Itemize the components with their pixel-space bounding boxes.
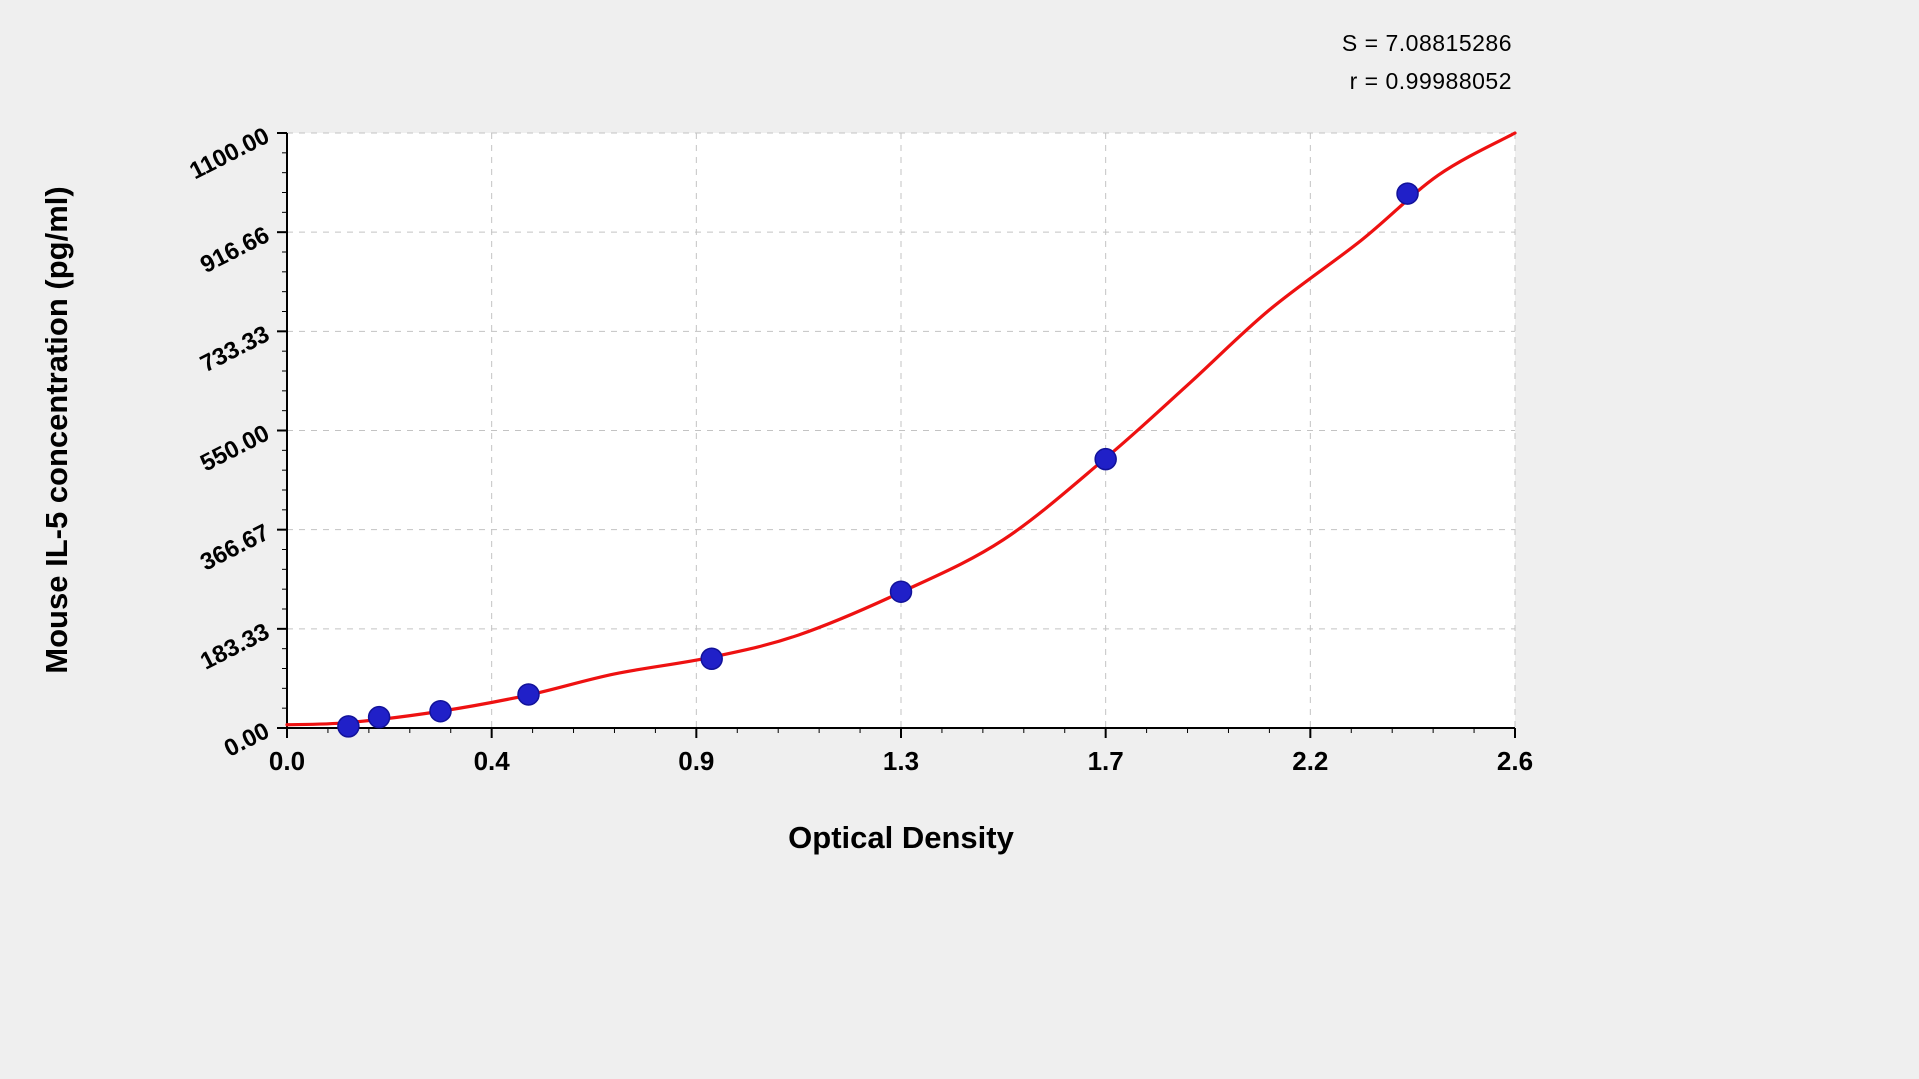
x-axis-label: Optical Density xyxy=(788,820,1014,855)
fit-s-value: S = 7.08815286 xyxy=(1341,30,1512,56)
data-point xyxy=(337,715,360,738)
data-point xyxy=(1094,447,1117,471)
x-tick-label: 1.3 xyxy=(883,746,919,776)
y-tick-label: 1100.00 xyxy=(185,122,273,185)
y-axis-label: Mouse IL-5 concentration (pg/ml) xyxy=(39,186,74,674)
x-tick-label: 2.2 xyxy=(1292,746,1328,776)
y-tick-label: 366.67 xyxy=(196,519,274,576)
data-point xyxy=(1396,182,1419,205)
x-tick-label: 0.9 xyxy=(678,746,714,776)
data-point xyxy=(517,683,540,706)
y-tick-label: 733.33 xyxy=(196,321,274,378)
data-point xyxy=(367,705,391,729)
fit-curve xyxy=(285,131,1517,727)
y-tick-label: 550.00 xyxy=(196,420,274,477)
y-tick-label: 916.66 xyxy=(196,221,274,278)
x-tick-label: 1.7 xyxy=(1088,746,1124,776)
x-tick-label: 0.0 xyxy=(269,746,305,776)
data-point xyxy=(889,580,913,603)
y-tick-label: 183.33 xyxy=(196,618,274,675)
fit-r-value: r = 0.99988052 xyxy=(1349,68,1512,94)
data-point xyxy=(429,699,452,723)
data-point xyxy=(700,647,723,671)
x-tick-label: 0.4 xyxy=(474,746,511,776)
x-tick-label: 2.6 xyxy=(1497,746,1533,776)
y-tick-label: 0.00 xyxy=(220,717,274,762)
